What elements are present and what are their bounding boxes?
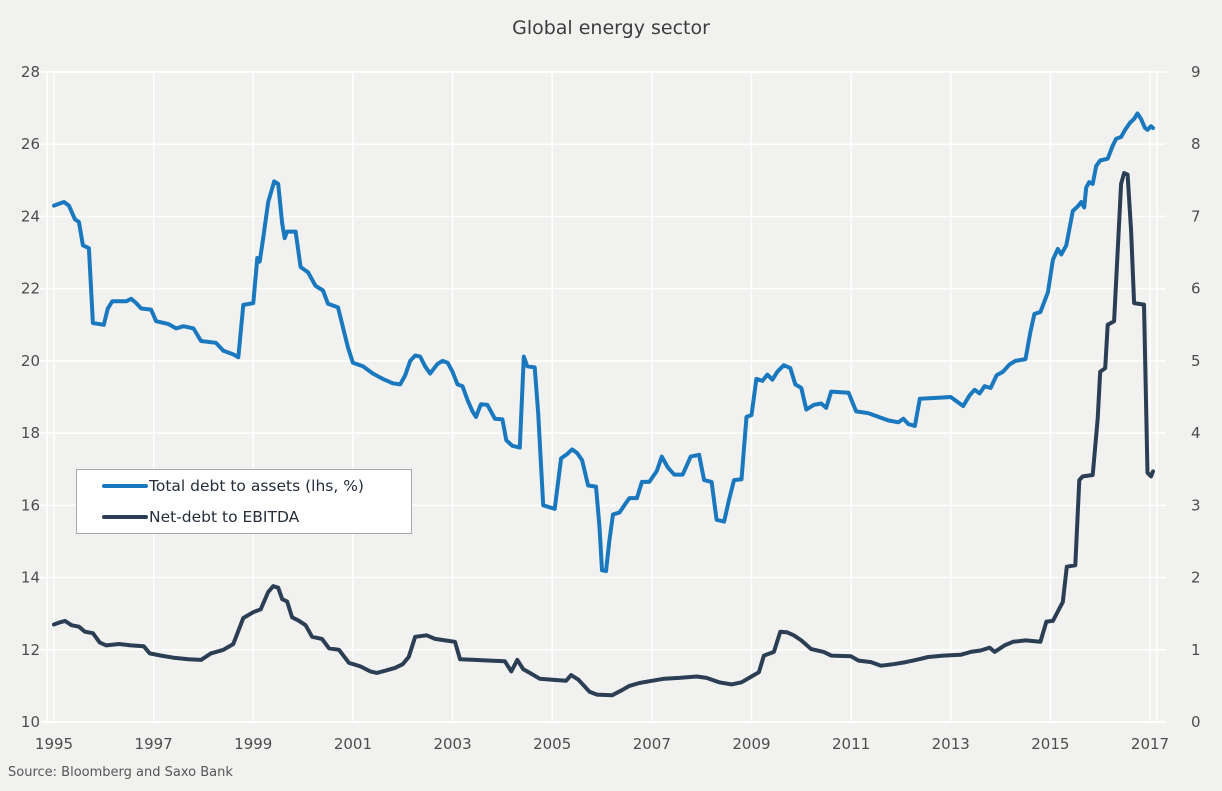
x-axis-tick-label: 2005 — [533, 735, 571, 753]
left-axis-tick-label: 18 — [21, 424, 40, 442]
x-axis-tick-label: 2001 — [334, 735, 372, 753]
right-axis-tick-label: 1 — [1191, 641, 1201, 659]
legend: Total debt to assets (lhs, %) Net-debt t… — [76, 469, 412, 534]
right-axis-tick-label: 5 — [1191, 352, 1201, 370]
left-axis-tick-label: 28 — [21, 63, 40, 81]
right-axis-tick-label: 7 — [1191, 207, 1201, 225]
legend-item-net-debt: Net-debt to EBITDA — [77, 502, 411, 534]
x-axis-tick-label: 2011 — [832, 735, 870, 753]
x-axis-tick-label: 2009 — [732, 735, 770, 753]
x-axis-tick-label: 2007 — [633, 735, 671, 753]
left-axis-tick-label: 26 — [21, 135, 40, 153]
left-axis-tick-label: 20 — [21, 352, 40, 370]
chart-title: Global energy sector — [512, 17, 710, 39]
x-axis-tick-label: 1999 — [234, 735, 272, 753]
right-axis-tick-label: 4 — [1191, 424, 1201, 442]
x-axis-tick-label: 2017 — [1131, 735, 1169, 753]
x-axis-tick-label: 1995 — [35, 735, 73, 753]
legend-line-swatch-navy — [102, 515, 148, 520]
legend-label: Net-debt to EBITDA — [149, 508, 300, 527]
gridlines — [38, 71, 1166, 723]
legend-label: Total debt to assets (lhs, %) — [149, 476, 364, 495]
left-axis-tick-label: 16 — [21, 496, 40, 514]
right-axis-tick-label: 3 — [1191, 496, 1201, 514]
right-axis-tick-label: 8 — [1191, 135, 1201, 153]
right-axis-tick-label: 6 — [1191, 280, 1201, 298]
x-axis-tick-label: 1997 — [135, 735, 173, 753]
legend-line-swatch-blue — [102, 483, 148, 488]
right-axis-tick-label: 2 — [1191, 569, 1201, 587]
left-axis-tick-label: 22 — [21, 280, 40, 298]
right-axis-tick-label: 0 — [1191, 713, 1201, 731]
series-line-net-debt-to-ebitda — [52, 171, 1155, 698]
left-axis-tick-label: 24 — [21, 207, 40, 225]
x-axis-tick-label: 2013 — [932, 735, 970, 753]
right-axis-tick-label: 9 — [1191, 63, 1201, 81]
left-axis-tick-label: 14 — [21, 569, 40, 587]
source-note: Source: Bloomberg and Saxo Bank — [8, 765, 233, 780]
x-axis-tick-label: 2015 — [1031, 735, 1069, 753]
left-axis-tick-label: 10 — [21, 713, 40, 731]
plot-border — [46, 71, 1158, 723]
left-axis-tick-label: 12 — [21, 641, 40, 659]
x-axis-tick-label: 2003 — [433, 735, 471, 753]
legend-item-total-debt: Total debt to assets (lhs, %) — [77, 470, 411, 502]
series-line-total-debt-to-assets — [52, 111, 1155, 574]
